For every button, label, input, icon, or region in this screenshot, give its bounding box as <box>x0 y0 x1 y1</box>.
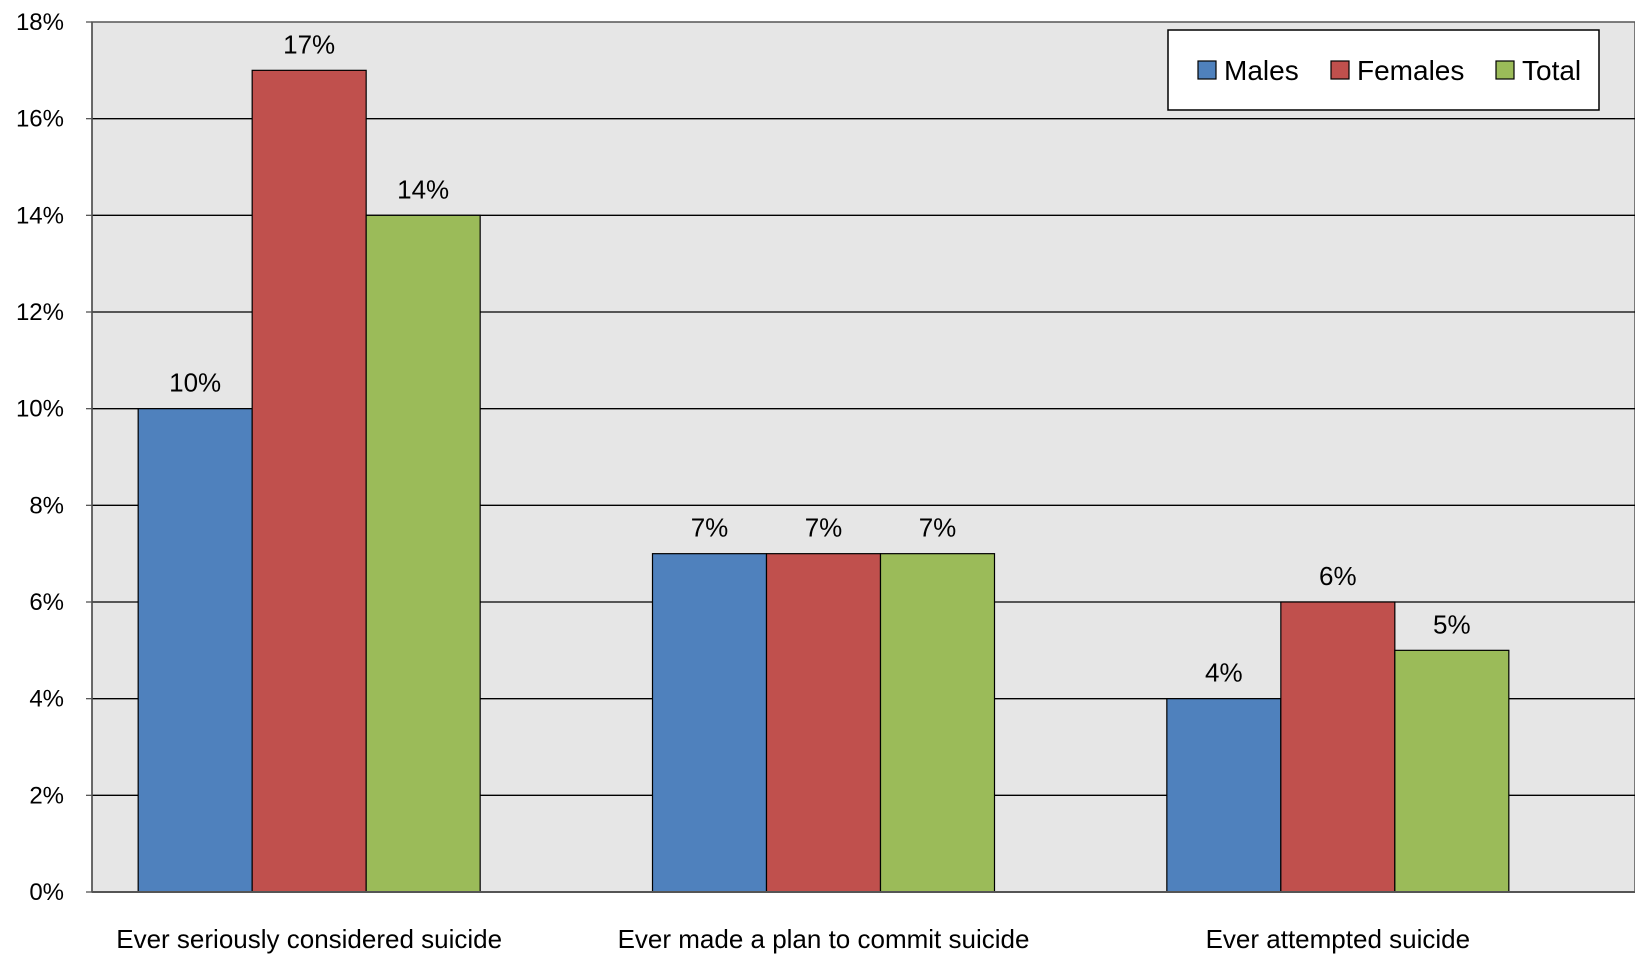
y-tick-label: 6% <box>29 589 64 616</box>
legend: Males Females Total <box>1167 29 1600 111</box>
data-label: 4% <box>1205 658 1243 688</box>
y-axis: 0% 2% 4% 6% 8% 10% 12% 14% 16% 18% <box>16 9 93 906</box>
legend-swatch-females <box>1330 60 1350 80</box>
bar-females-0 <box>251 69 367 893</box>
legend-label: Males <box>1224 55 1299 86</box>
data-label: 7% <box>919 513 957 543</box>
y-tick-label: 4% <box>29 686 64 713</box>
data-labels: 10% 17% 14% 7% 7% 7% 4% 6% 5% <box>169 29 1470 687</box>
data-label: 17% <box>283 29 335 59</box>
y-tick-label: 18% <box>16 9 64 36</box>
y-tick-label: 8% <box>29 492 64 519</box>
bar-total-0 <box>365 214 481 893</box>
bar-females-2 <box>1280 601 1396 893</box>
legend-label: Total <box>1522 55 1581 86</box>
bar-males-2 <box>1166 698 1282 893</box>
data-label: 7% <box>691 513 729 543</box>
data-label: 7% <box>805 513 843 543</box>
x-category-label: Ever attempted suicide <box>1206 924 1470 954</box>
x-category-label: Ever seriously considered suicide <box>116 924 502 954</box>
legend-swatch-males <box>1197 60 1217 80</box>
x-axis: Ever seriously considered suicide Ever ma… <box>92 891 1635 954</box>
y-tick-label: 12% <box>16 299 64 326</box>
data-label: 6% <box>1319 561 1357 591</box>
bar-total-2 <box>1394 649 1510 893</box>
data-label: 10% <box>169 368 221 398</box>
legend-box <box>1167 29 1600 111</box>
bar-males-0 <box>137 408 253 893</box>
y-tick-label: 14% <box>16 202 64 229</box>
y-tick-label: 16% <box>16 106 64 133</box>
y-tick-label: 2% <box>29 782 64 809</box>
data-label: 5% <box>1433 609 1471 639</box>
x-category-label: Ever made a plan to commit suicide <box>618 924 1030 954</box>
y-tick-label: 10% <box>16 396 64 423</box>
legend-label: Females <box>1357 55 1464 86</box>
bar-females-1 <box>765 553 882 893</box>
y-tick-label: 0% <box>29 879 64 906</box>
bar-males-1 <box>651 553 768 893</box>
bar-total-1 <box>879 553 996 893</box>
bars <box>137 69 1510 893</box>
data-label: 14% <box>397 174 449 204</box>
legend-swatch-total <box>1495 60 1515 80</box>
